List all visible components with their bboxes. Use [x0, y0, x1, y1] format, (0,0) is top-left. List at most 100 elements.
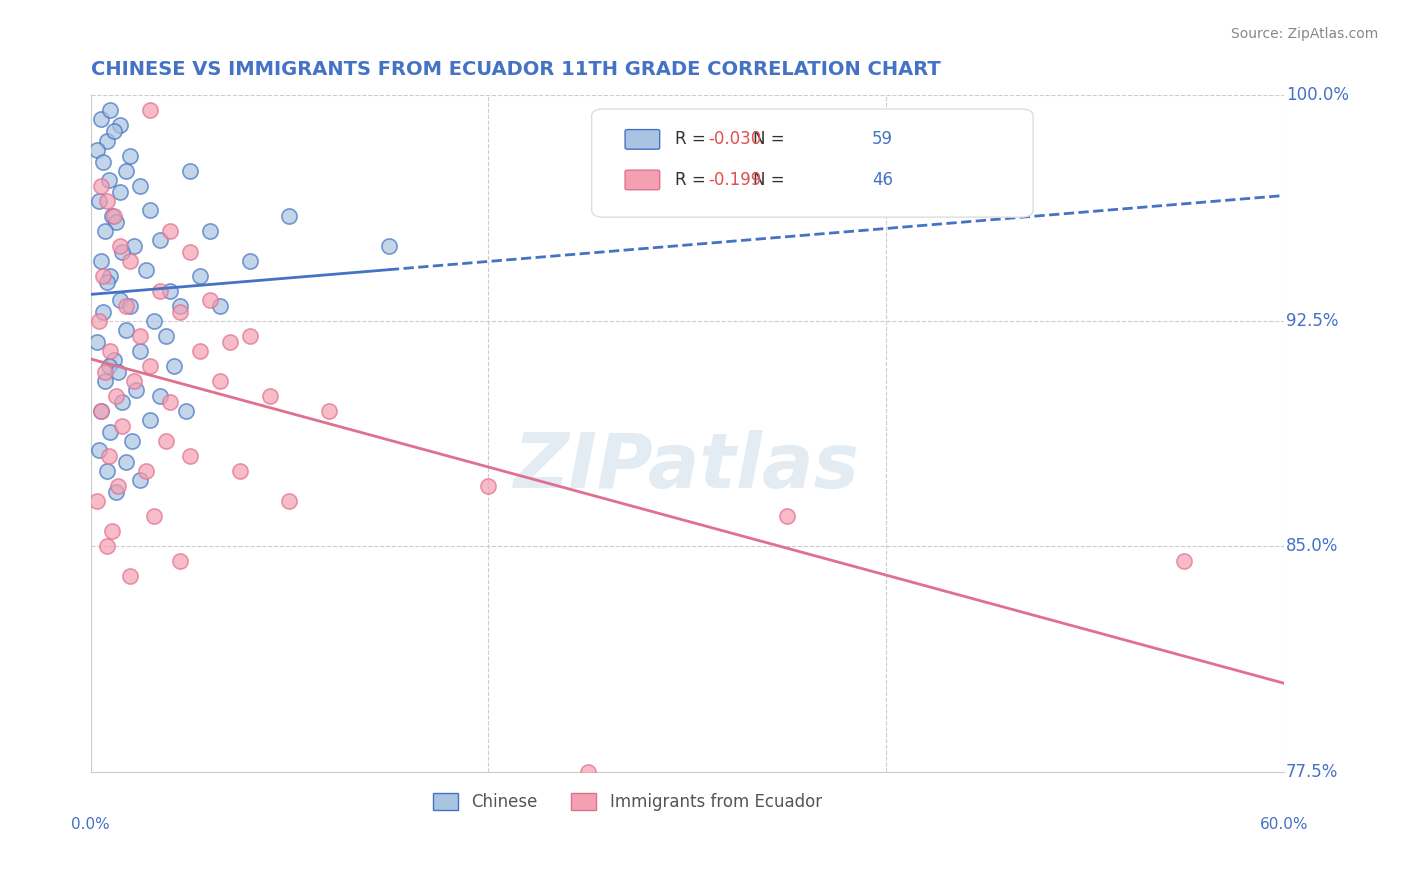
- Point: [110, 238, 132, 252]
- Text: R =         N =: R = N =: [675, 130, 790, 148]
- Point: [93, 365, 115, 379]
- Point: [208, 374, 231, 388]
- FancyBboxPatch shape: [626, 170, 659, 190]
- Point: [278, 209, 301, 223]
- Point: [90, 404, 112, 418]
- Point: [111, 244, 134, 259]
- Point: [198, 293, 221, 307]
- Point: [86, 143, 108, 157]
- Text: ZIPatlas: ZIPatlas: [515, 430, 860, 504]
- Point: [155, 434, 177, 448]
- Point: [378, 238, 401, 252]
- Point: [91, 154, 114, 169]
- Point: [91, 305, 114, 319]
- Point: [259, 389, 281, 403]
- Point: [100, 343, 122, 358]
- Point: [121, 434, 143, 448]
- Point: [111, 419, 134, 434]
- Point: [120, 253, 142, 268]
- Point: [107, 365, 129, 379]
- Point: [135, 262, 157, 277]
- Point: [775, 509, 797, 524]
- Point: [139, 359, 162, 373]
- Point: [90, 404, 112, 418]
- Text: CHINESE VS IMMIGRANTS FROM ECUADOR 11TH GRADE CORRELATION CHART: CHINESE VS IMMIGRANTS FROM ECUADOR 11TH …: [90, 60, 941, 78]
- Point: [93, 374, 115, 388]
- Point: [135, 464, 157, 478]
- Point: [107, 479, 129, 493]
- Text: 46: 46: [872, 171, 893, 189]
- Point: [115, 163, 138, 178]
- Point: [477, 479, 499, 493]
- Point: [103, 209, 125, 223]
- Point: [86, 494, 108, 508]
- Point: [188, 343, 211, 358]
- Text: Source: ZipAtlas.com: Source: ZipAtlas.com: [1230, 27, 1378, 41]
- Point: [115, 323, 138, 337]
- Point: [100, 268, 122, 283]
- Point: [163, 359, 186, 373]
- Point: [124, 374, 146, 388]
- Text: 60.0%: 60.0%: [1260, 817, 1308, 831]
- Text: R =         N =: R = N =: [675, 171, 790, 189]
- Point: [278, 494, 301, 508]
- Legend: Chinese, Immigrants from Ecuador: Chinese, Immigrants from Ecuador: [426, 786, 828, 817]
- Point: [143, 509, 166, 524]
- Point: [96, 539, 118, 553]
- Text: 59: 59: [872, 130, 893, 148]
- Point: [96, 134, 118, 148]
- Point: [93, 224, 115, 238]
- Point: [103, 352, 125, 367]
- Point: [159, 284, 181, 298]
- Point: [120, 299, 142, 313]
- Point: [97, 449, 120, 463]
- Point: [179, 449, 201, 463]
- Point: [143, 314, 166, 328]
- Point: [120, 148, 142, 162]
- Point: [90, 253, 112, 268]
- Text: -0.199: -0.199: [709, 171, 762, 189]
- Point: [149, 233, 172, 247]
- Point: [90, 178, 112, 193]
- Point: [91, 268, 114, 283]
- Point: [101, 524, 124, 539]
- FancyBboxPatch shape: [626, 129, 659, 149]
- Point: [96, 275, 118, 289]
- Point: [110, 293, 132, 307]
- Point: [174, 404, 197, 418]
- Point: [139, 103, 162, 118]
- Point: [87, 194, 110, 208]
- Point: [188, 268, 211, 283]
- Point: [105, 389, 128, 403]
- Point: [169, 299, 191, 313]
- Point: [105, 214, 128, 228]
- Point: [139, 202, 162, 217]
- Point: [159, 395, 181, 409]
- Point: [87, 443, 110, 458]
- Point: [100, 103, 122, 118]
- Point: [97, 359, 120, 373]
- Point: [155, 329, 177, 343]
- Point: [129, 473, 152, 487]
- Point: [218, 334, 240, 349]
- Point: [115, 455, 138, 469]
- Point: [124, 238, 146, 252]
- Point: [318, 404, 340, 418]
- Point: [125, 383, 148, 397]
- Point: [96, 194, 118, 208]
- Point: [169, 305, 191, 319]
- Text: 77.5%: 77.5%: [1286, 763, 1339, 780]
- Point: [110, 119, 132, 133]
- Point: [179, 163, 201, 178]
- Point: [97, 172, 120, 186]
- Point: [87, 314, 110, 328]
- Point: [239, 329, 262, 343]
- Point: [103, 124, 125, 138]
- Point: [198, 224, 221, 238]
- Point: [129, 178, 152, 193]
- Point: [96, 464, 118, 478]
- Point: [100, 425, 122, 439]
- Point: [129, 343, 152, 358]
- Point: [129, 329, 152, 343]
- Point: [105, 485, 128, 500]
